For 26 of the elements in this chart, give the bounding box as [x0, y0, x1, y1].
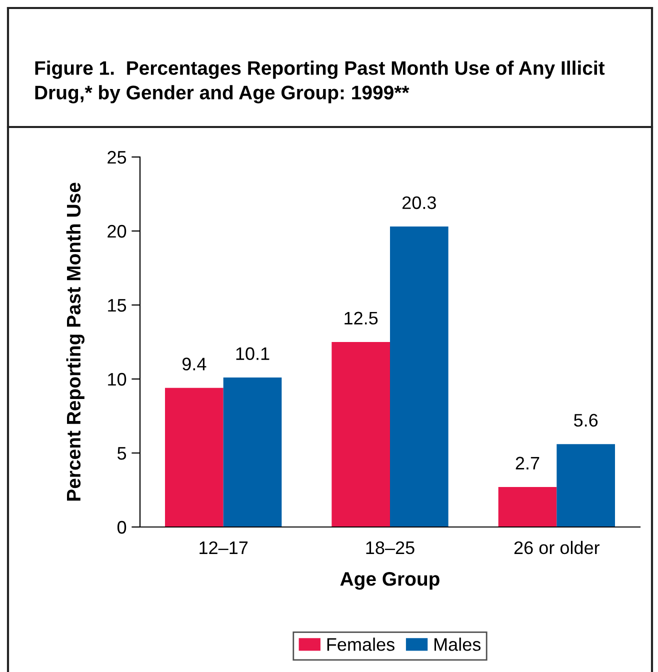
- bar: [498, 487, 557, 527]
- x-tick-label: 18–25: [366, 541, 414, 554]
- y-axis-title: Percent Reporting Past Month Use: [66, 182, 84, 501]
- y-tick-label: 15: [108, 299, 126, 312]
- legend-label: Males: [434, 638, 481, 651]
- y-tick-label: 20: [108, 224, 126, 238]
- bar: [556, 444, 615, 527]
- bar: [223, 378, 282, 527]
- legend-label: Females: [327, 638, 394, 651]
- bar: [165, 388, 224, 527]
- data-label: 20.3: [402, 196, 436, 210]
- data-label: 9.4: [182, 358, 206, 370]
- data-label: 10.1: [236, 347, 270, 360]
- bar: [332, 342, 390, 527]
- x-tick-label: 12–17: [200, 541, 248, 554]
- data-label: 12.5: [344, 312, 378, 325]
- y-tick-label: 10: [108, 372, 126, 386]
- data-label: 5.6: [574, 414, 598, 427]
- x-tick-label: 26 or older: [514, 540, 600, 554]
- data-label: 2.7: [516, 456, 540, 470]
- y-tick-label: 0: [117, 520, 126, 534]
- bar: [390, 226, 448, 527]
- y-tick-label: 25: [108, 150, 126, 164]
- chart-title: Figure 1. Percentages Reporting Past Month Use of Any Illicit Drug,* by Gender and Age Group: 1999**: [35, 60, 605, 104]
- x-axis-title: Age Group: [340, 572, 440, 590]
- y-tick-label: 5: [117, 447, 126, 460]
